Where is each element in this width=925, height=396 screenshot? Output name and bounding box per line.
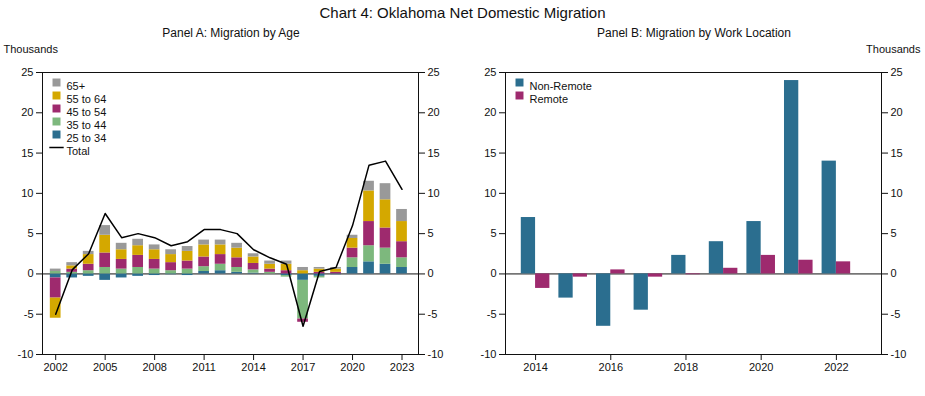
svg-text:10: 10 [891, 187, 903, 199]
svg-text:-5: -5 [428, 308, 438, 320]
svg-text:2008: 2008 [142, 361, 166, 373]
svg-text:-5: -5 [487, 308, 497, 320]
svg-text:2016: 2016 [599, 361, 623, 373]
svg-text:Non-Remote: Non-Remote [530, 80, 592, 92]
svg-text:0: 0 [27, 267, 33, 279]
svg-text:25: 25 [484, 66, 496, 78]
svg-text:-10: -10 [18, 348, 34, 360]
svg-text:15: 15 [21, 147, 33, 159]
svg-text:25 to 34: 25 to 34 [67, 132, 107, 144]
svg-text:Thousands: Thousands [866, 43, 921, 55]
svg-text:Remote: Remote [530, 93, 569, 105]
svg-text:5: 5 [428, 227, 434, 239]
svg-text:5: 5 [27, 227, 33, 239]
svg-text:35 to 44: 35 to 44 [67, 119, 107, 131]
svg-text:2011: 2011 [192, 361, 216, 373]
svg-text:5: 5 [490, 227, 496, 239]
svg-text:0: 0 [428, 267, 434, 279]
svg-text:0: 0 [891, 267, 897, 279]
svg-text:15: 15 [428, 147, 440, 159]
svg-text:2017: 2017 [291, 361, 315, 373]
svg-text:2018: 2018 [674, 361, 698, 373]
html-text:Chart 4: Oklahoma Net Domestic: Chart 4: Oklahoma Net Domestic Migration [319, 4, 606, 21]
svg-text:-10: -10 [428, 348, 444, 360]
svg-text:0: 0 [490, 267, 496, 279]
html-text:Panel A: Migration by Age: Panel A: Migration by Age [162, 26, 300, 40]
svg-text:45 to 54: 45 to 54 [67, 106, 107, 118]
svg-text:2005: 2005 [93, 361, 117, 373]
svg-text:55 to 64: 55 to 64 [67, 93, 107, 105]
svg-text:20: 20 [891, 106, 903, 118]
html-text:Panel B: Migration by Work Loc: Panel B: Migration by Work Location [597, 26, 791, 40]
svg-text:25: 25 [428, 66, 440, 78]
svg-text:10: 10 [21, 187, 33, 199]
svg-text:Total: Total [67, 145, 90, 157]
svg-text:2014: 2014 [523, 361, 547, 373]
svg-text:20: 20 [484, 106, 496, 118]
svg-text:10: 10 [484, 187, 496, 199]
svg-text:25: 25 [21, 66, 33, 78]
svg-text:65+: 65+ [67, 80, 86, 92]
svg-text:20: 20 [21, 106, 33, 118]
svg-text:-5: -5 [891, 308, 901, 320]
svg-text:25: 25 [891, 66, 903, 78]
svg-text:-10: -10 [891, 348, 907, 360]
svg-text:2002: 2002 [43, 361, 67, 373]
svg-text:2020: 2020 [340, 361, 364, 373]
svg-text:5: 5 [891, 227, 897, 239]
svg-text:-10: -10 [481, 348, 497, 360]
svg-text:15: 15 [891, 147, 903, 159]
svg-text:2014: 2014 [241, 361, 265, 373]
svg-text:-5: -5 [24, 308, 34, 320]
svg-text:20: 20 [428, 106, 440, 118]
svg-text:Thousands: Thousands [4, 43, 59, 55]
svg-text:2020: 2020 [749, 361, 773, 373]
svg-text:2023: 2023 [390, 361, 414, 373]
svg-text:2022: 2022 [824, 361, 848, 373]
svg-text:15: 15 [484, 147, 496, 159]
svg-text:10: 10 [428, 187, 440, 199]
